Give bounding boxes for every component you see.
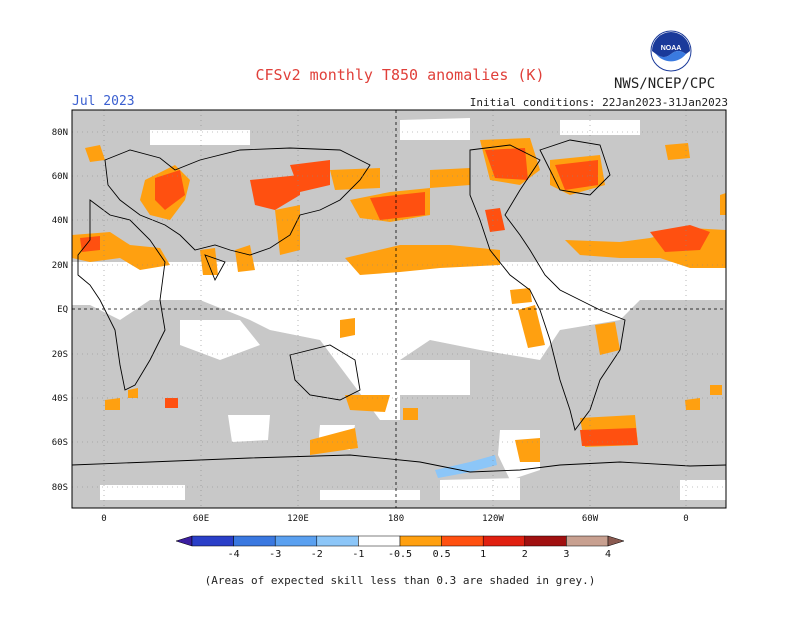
lon-label: 0 — [101, 514, 106, 524]
colorbar: -4 -3 -2 -1 -0.5 0.5 1 2 3 4 — [175, 535, 625, 560]
lat-label: 60S — [52, 438, 68, 448]
lon-label: 180 — [388, 514, 404, 524]
map-frame — [71, 109, 727, 509]
grid-lines — [72, 110, 726, 508]
lon-label: 0 — [683, 514, 688, 524]
colorbar-swatch — [191, 535, 234, 547]
lat-label: 80S — [52, 483, 68, 493]
lat-label: 20S — [52, 350, 68, 360]
colorbar-swatch — [524, 535, 567, 547]
colorbar-swatch — [399, 535, 442, 547]
lon-label: 60W — [582, 514, 599, 524]
svg-text:NOAA: NOAA — [661, 45, 682, 52]
map-title: CFSv2 monthly T850 anomalies (K) — [255, 66, 545, 84]
longitude-labels: 0 60E 120E 180 120W 60W 0 — [101, 514, 688, 524]
colorbar-swatch — [233, 535, 276, 547]
colorbar-label: -3 — [269, 549, 281, 560]
colorbar-swatch — [566, 535, 609, 547]
colorbar-swatch — [441, 535, 484, 547]
positive-anomaly-regions — [72, 138, 726, 462]
colorbar-swatch — [482, 535, 526, 547]
negative-anomaly-regions — [435, 455, 497, 478]
skill-footnote: (Areas of expected skill less than 0.3 a… — [204, 574, 596, 587]
lat-label: 20N — [52, 261, 68, 271]
colorbar-label: 0.5 — [433, 549, 451, 560]
lat-label: 40N — [52, 216, 68, 226]
initial-conditions: Initial conditions: 22Jan2023-31Jan2023 — [469, 96, 728, 109]
colorbar-label: 2 — [522, 549, 528, 560]
lon-label: 120E — [287, 514, 309, 524]
lat-label: 40S — [52, 394, 68, 404]
colorbar-arrow-high — [607, 535, 625, 547]
colorbar-swatch — [316, 535, 359, 547]
lat-label: EQ — [57, 305, 68, 315]
colorbar-label: -2 — [311, 549, 323, 560]
colorbar-label: 3 — [563, 549, 569, 560]
coastlines — [71, 139, 727, 473]
colorbar-label: -4 — [228, 549, 240, 560]
lon-label: 120W — [482, 514, 504, 524]
lat-label: 80N — [52, 128, 68, 138]
organization-label: NWS/NCEP/CPC — [614, 76, 716, 92]
colorbar-swatch — [358, 535, 401, 547]
lon-label: 60E — [193, 514, 209, 524]
latitude-labels: 80N 60N 40N 20N EQ 20S 40S 60S 80S — [52, 128, 68, 493]
colorbar-label: 4 — [605, 549, 611, 560]
forecast-month: Jul 2023 — [72, 94, 135, 109]
colorbar-swatch — [274, 535, 318, 547]
reference-lines — [72, 110, 726, 508]
lat-label: 60N — [52, 172, 68, 182]
noaa-logo-icon: NOAA — [650, 30, 692, 72]
colorbar-label: -0.5 — [388, 549, 412, 560]
colorbar-label: 1 — [480, 549, 486, 560]
colorbar-label: -1 — [352, 549, 364, 560]
colorbar-arrow-low — [175, 535, 193, 547]
